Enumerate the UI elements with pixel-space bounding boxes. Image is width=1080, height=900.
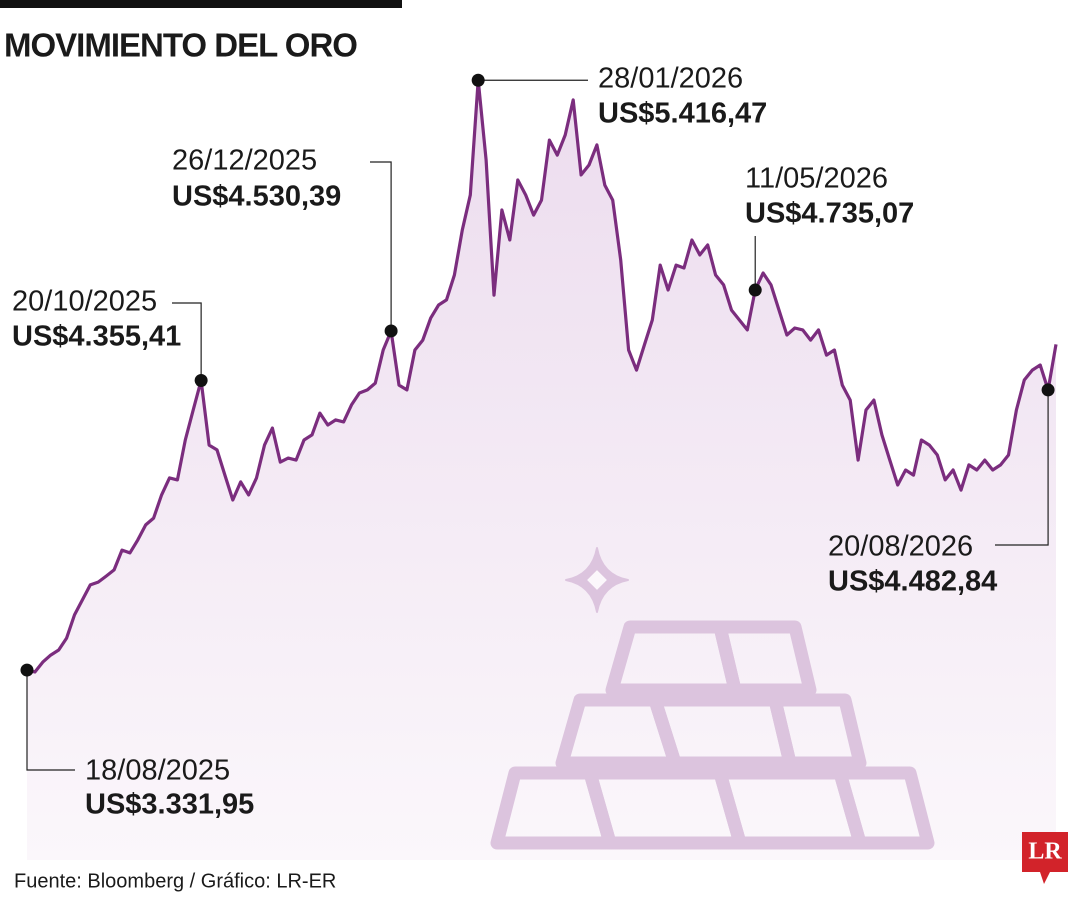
highlight-point	[471, 73, 485, 87]
annotation-date: 26/12/2025	[172, 145, 317, 177]
gold-icon	[490, 547, 935, 850]
leader-line	[995, 389, 1049, 546]
annotation-value: US$4.482,84	[828, 566, 997, 598]
annotation-value: US$3.331,95	[85, 789, 254, 821]
logo-text: LR	[1028, 839, 1062, 865]
annotation-date: 20/08/2026	[828, 531, 973, 563]
chart-title: MOVIMIENTO DEL ORO	[4, 27, 357, 64]
annotation-value: US$4.355,41	[12, 321, 181, 353]
highlight-point	[20, 663, 34, 677]
annotation-value: US$4.735,07	[745, 198, 914, 230]
price-line	[26, 78, 1058, 674]
source-note: Fuente: Bloomberg / Gráfico: LR-ER	[14, 870, 336, 892]
leader-line	[370, 161, 392, 331]
highlight-point	[384, 324, 398, 338]
annotation-value: US$5.416,47	[598, 98, 767, 130]
annotation-value: US$4.530,39	[172, 181, 341, 213]
leader-line	[26, 670, 75, 771]
logo-badge	[1022, 832, 1068, 884]
annotation-date: 18/08/2025	[85, 755, 230, 787]
top-bar	[0, 0, 402, 8]
annotation-date: 11/05/2026	[745, 163, 888, 195]
annotation-date: 28/01/2026	[598, 63, 743, 95]
highlight-point	[748, 283, 762, 297]
annotation-date: 20/10/2025	[12, 286, 157, 318]
highlight-point	[194, 373, 208, 387]
highlight-point	[1041, 383, 1055, 397]
leader-line	[172, 302, 202, 381]
